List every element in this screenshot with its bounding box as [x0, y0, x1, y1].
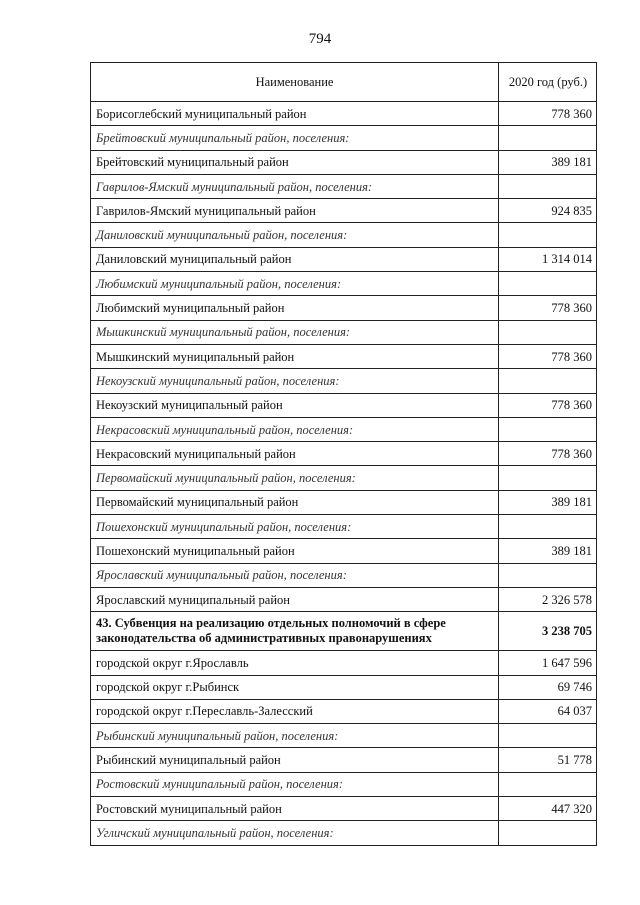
row-name: Ростовский муниципальный район [90, 796, 499, 822]
row-value: 69 746 [498, 674, 597, 700]
table-row: Некрасовский муниципальный район 778 360 [90, 441, 597, 467]
table-row: Гаврилов-Ямский муниципальный район 924 8… [90, 198, 597, 224]
row-name: Некрасовский муниципальный район [90, 441, 499, 467]
row-name: Гаврилов-Ямский муниципальный район, пос… [90, 173, 499, 200]
row-value: 778 360 [498, 343, 597, 370]
row-name: Некоузский муниципальный район, поселени… [90, 368, 499, 394]
row-name: Ярославский муниципальный район, поселен… [90, 562, 499, 588]
table-row: Брейтовский муниципальный район 389 181 [90, 149, 597, 175]
budget-table: Наименование 2020 год (руб.) Борисоглебс… [90, 62, 597, 846]
row-value [498, 562, 597, 588]
table-row: Первомайский муниципальный район 389 181 [90, 489, 597, 516]
row-value [498, 368, 597, 394]
row-value: 924 835 [498, 198, 597, 224]
table-row: Ростовский муниципальный район 447 320 [90, 796, 597, 822]
subheading-row: Некрасовский муниципальный район, поселе… [90, 416, 597, 443]
row-value [498, 820, 597, 846]
row-name: Гаврилов-Ямский муниципальный район [90, 198, 499, 224]
row-value [498, 125, 597, 151]
row-value: 51 778 [498, 747, 597, 773]
row-value: 3 238 705 [498, 611, 597, 652]
row-name: Брейтовский муниципальный район, поселен… [90, 125, 499, 151]
row-value [498, 465, 597, 491]
row-value [498, 416, 597, 443]
row-name: Первомайский муниципальный район, поселе… [90, 465, 499, 491]
row-value: 389 181 [498, 489, 597, 516]
subheading-row: Рыбинский муниципальный район, поселения… [90, 723, 597, 749]
page-number: 794 [308, 31, 332, 47]
row-value [498, 173, 597, 200]
row-name: Ярославский муниципальный район [90, 586, 499, 613]
row-name: Некрасовский муниципальный район, поселе… [90, 416, 499, 443]
table-row: Любимский муниципальный район 778 360 [90, 295, 597, 321]
table-row: городской округ г.Рыбинск 69 746 [90, 674, 597, 700]
subheading-row: Ярославский муниципальный район, поселен… [90, 562, 597, 588]
subheading-row: Пошехонский муниципальный район, поселен… [90, 514, 597, 540]
row-value [498, 222, 597, 248]
subheading-row: Даниловский муниципальный район, поселен… [90, 222, 597, 248]
row-value: 2 326 578 [498, 586, 597, 613]
row-value [498, 514, 597, 540]
row-name: Мышкинский муниципальный район [90, 343, 499, 370]
row-value [498, 271, 597, 297]
row-name: Даниловский муниципальный район [90, 246, 499, 273]
table-row: Ярославский муниципальный район 2 326 578 [90, 586, 597, 613]
table-row: Пошехонский муниципальный район 389 181 [90, 538, 597, 564]
row-value: 64 037 [498, 698, 597, 725]
subheading-row: Брейтовский муниципальный район, поселен… [90, 125, 597, 151]
table-row: городской округ г.Переславль-Залесский 64… [90, 698, 597, 725]
row-value: 1 647 596 [498, 650, 597, 676]
subheading-row: Некоузский муниципальный район, поселени… [90, 368, 597, 394]
row-value: 778 360 [498, 392, 597, 418]
row-name: Угличский муниципальный район, поселения… [90, 820, 499, 846]
subheading-row: Мышкинский муниципальный район, поселени… [90, 319, 597, 345]
row-name: 43. Субвенция на реализацию отдельных по… [90, 611, 499, 652]
section-row: 43. Субвенция на реализацию отдельных по… [90, 611, 597, 652]
row-name: городской округ г.Ярославль [90, 650, 499, 676]
row-value: 389 181 [498, 149, 597, 175]
subheading-row: Первомайский муниципальный район, поселе… [90, 465, 597, 491]
row-name: Борисоглебский муниципальный район [90, 100, 499, 127]
row-value [498, 771, 597, 798]
table-row: Мышкинский муниципальный район 778 360 [90, 343, 597, 370]
table-header-row: Наименование 2020 год (руб.) [90, 62, 597, 102]
row-value: 389 181 [498, 538, 597, 564]
header-name: Наименование [90, 62, 499, 102]
row-name: Первомайский муниципальный район [90, 489, 499, 516]
row-value: 778 360 [498, 295, 597, 321]
table-row: городской округ г.Ярославль 1 647 596 [90, 650, 597, 676]
row-name: Любимский муниципальный район, поселения… [90, 271, 499, 297]
row-name: Рыбинский муниципальный район, поселения… [90, 723, 499, 749]
row-value [498, 319, 597, 345]
row-name: городской округ г.Рыбинск [90, 674, 499, 700]
row-name: Рыбинский муниципальный район [90, 747, 499, 773]
subheading-row: Любимский муниципальный район, поселения… [90, 271, 597, 297]
row-name: Пошехонский муниципальный район [90, 538, 499, 564]
row-value: 778 360 [498, 100, 597, 127]
row-value: 447 320 [498, 796, 597, 822]
table-row: Некоузский муниципальный район 778 360 [90, 392, 597, 418]
row-value: 778 360 [498, 441, 597, 467]
row-name: Пошехонский муниципальный район, поселен… [90, 514, 499, 540]
row-value [498, 723, 597, 749]
row-name: Брейтовский муниципальный район [90, 149, 499, 175]
subheading-row: Ростовский муниципальный район, поселени… [90, 771, 597, 798]
table-row: Рыбинский муниципальный район 51 778 [90, 747, 597, 773]
row-name: Некоузский муниципальный район [90, 392, 499, 418]
row-name: городской округ г.Переславль-Залесский [90, 698, 499, 725]
row-name: Ростовский муниципальный район, поселени… [90, 771, 499, 798]
subheading-row: Угличский муниципальный район, поселения… [90, 820, 597, 846]
row-name: Мышкинский муниципальный район, поселени… [90, 319, 499, 345]
row-name: Любимский муниципальный район [90, 295, 499, 321]
table-row: Даниловский муниципальный район 1 314 014 [90, 246, 597, 273]
table-row: Борисоглебский муниципальный район 778 36… [90, 100, 597, 127]
header-value: 2020 год (руб.) [498, 62, 597, 102]
subheading-row: Гаврилов-Ямский муниципальный район, пос… [90, 173, 597, 200]
row-name: Даниловский муниципальный район, поселен… [90, 222, 499, 248]
row-value: 1 314 014 [498, 246, 597, 273]
